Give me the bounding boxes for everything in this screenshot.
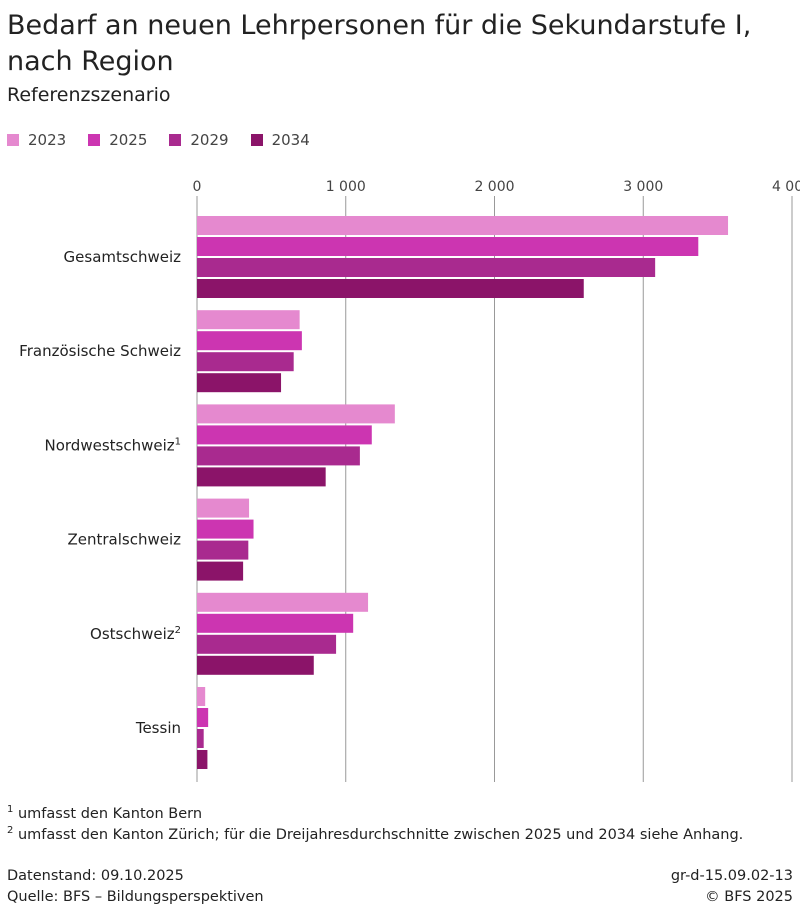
footnote-1: 1 umfasst den Kanton Bern — [7, 804, 203, 822]
x-tick-label-1000: 1 000 — [326, 179, 366, 195]
category-label-nordwestschweiz: Nordwestschweiz1 — [45, 436, 182, 454]
legend-swatch-2025 — [88, 134, 101, 146]
bar-zentralschweiz-2025 — [197, 519, 254, 539]
copyright: © BFS 2025 — [705, 889, 793, 905]
footnote-2: 2 umfasst den Kanton Zürich; für die Dre… — [7, 825, 744, 843]
datenstand: Datenstand: 09.10.2025 — [7, 868, 184, 884]
footer-left: Datenstand: 09.10.2025 Quelle: BFS – Bil… — [7, 866, 264, 908]
category-label-ostschweiz: Ostschweiz2 — [90, 625, 181, 643]
legend-label-2025: 2025 — [109, 131, 148, 149]
x-tick-label-2000: 2 000 — [474, 179, 514, 195]
bar-französische-schweiz-2034 — [197, 373, 282, 393]
legend: 2023 2025 2029 2034 — [7, 131, 332, 149]
category-label-zentralschweiz: Zentralschweiz — [67, 531, 181, 549]
bar-französische-schweiz-2029 — [197, 352, 294, 372]
graphic-code: gr-d-15.09.02-13 — [670, 868, 793, 884]
legend-item-2029[interactable]: 2029 — [169, 131, 229, 149]
bar-gesamtschweiz-2034 — [197, 279, 584, 298]
bar-gesamtschweiz-2025 — [197, 237, 699, 256]
bar-tessin-2029 — [197, 729, 204, 748]
bar-tessin-2023 — [197, 687, 206, 706]
legend-item-2023[interactable]: 2023 — [7, 131, 66, 149]
bar-ostschweiz-2025 — [197, 613, 354, 633]
bar-tessin-2025 — [197, 708, 209, 727]
bar-ostschweiz-2029 — [197, 634, 337, 654]
category-label-französische-schweiz: Französische Schweiz — [19, 342, 181, 360]
bar-zentralschweiz-2023 — [197, 498, 250, 518]
legend-label-2029: 2029 — [190, 131, 229, 149]
chart-title: Bedarf an neuen Lehrpersonen für die Sek… — [7, 10, 752, 77]
bar-nordwestschweiz-2034 — [197, 467, 326, 487]
category-label-tessin: Tessin — [135, 719, 181, 737]
legend-swatch-2029 — [169, 134, 182, 146]
legend-swatch-2034 — [250, 134, 263, 146]
x-tick-label-0: 0 — [193, 179, 202, 195]
bar-zentralschweiz-2034 — [197, 561, 244, 581]
bar-nordwestschweiz-2023 — [197, 404, 395, 424]
x-tick-label-4000: 4 000 — [772, 179, 800, 195]
bar-ostschweiz-2034 — [197, 655, 314, 675]
bar-gesamtschweiz-2023 — [197, 216, 729, 235]
bar-französische-schweiz-2023 — [197, 310, 300, 330]
footer-right: gr-d-15.09.02-13 © BFS 2025 — [671, 866, 793, 908]
legend-label-2023: 2023 — [28, 131, 67, 149]
bar-ostschweiz-2023 — [197, 592, 369, 612]
bar-gesamtschweiz-2029 — [197, 258, 656, 277]
legend-swatch-2023 — [7, 134, 19, 146]
bar-nordwestschweiz-2029 — [197, 446, 360, 466]
chart-subtitle: Referenzszenario — [7, 84, 171, 106]
quelle: Quelle: BFS – Bildungsperspektiven — [7, 889, 264, 905]
x-tick-label-3000: 3 000 — [623, 179, 663, 195]
category-label-gesamtschweiz: Gesamtschweiz — [64, 248, 182, 266]
bar-tessin-2034 — [197, 750, 208, 769]
bar-französische-schweiz-2025 — [197, 331, 302, 351]
bar-zentralschweiz-2029 — [197, 540, 249, 560]
legend-item-2025[interactable]: 2025 — [88, 131, 147, 149]
bar-nordwestschweiz-2025 — [197, 425, 372, 445]
legend-item-2034[interactable]: 2034 — [250, 131, 310, 149]
legend-label-2034: 2034 — [271, 131, 310, 149]
